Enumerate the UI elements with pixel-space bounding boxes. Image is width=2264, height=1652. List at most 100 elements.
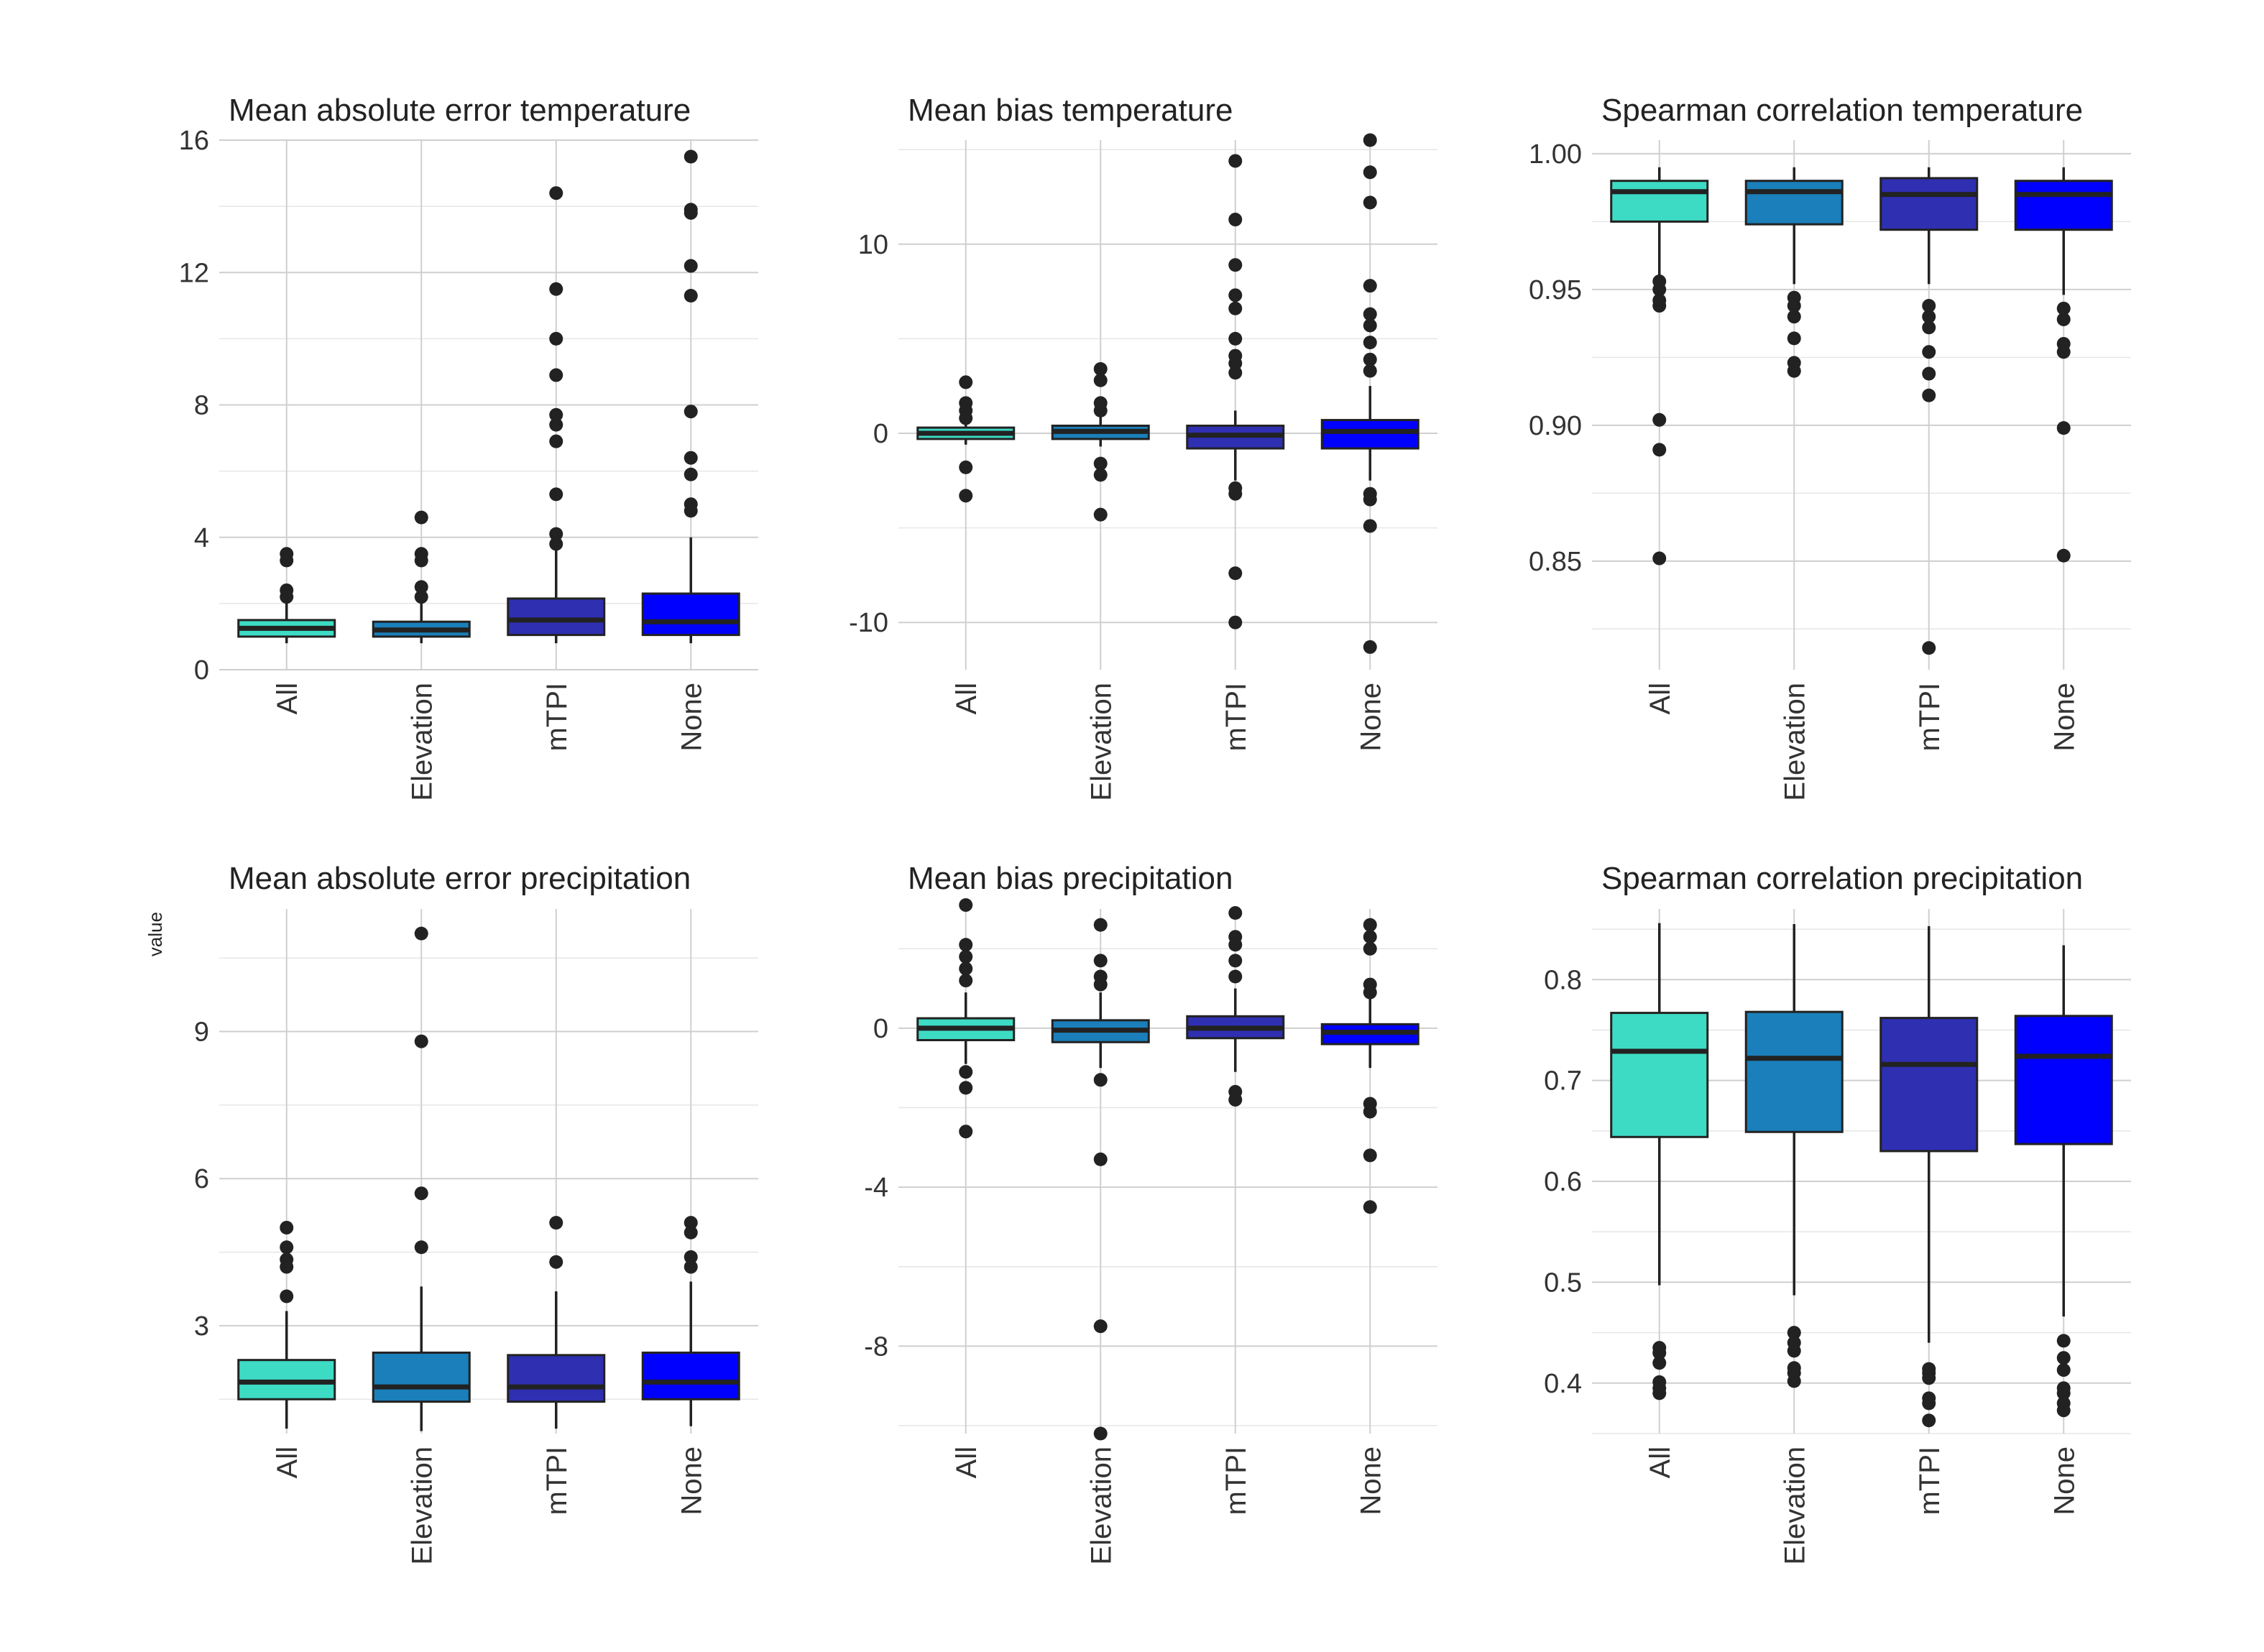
box-none — [1320, 133, 1419, 654]
y-tick-label: 16 — [179, 126, 209, 156]
outlier-point — [1363, 1200, 1377, 1214]
outlier-point — [1093, 1152, 1108, 1166]
outlier-point — [2056, 1363, 2071, 1378]
panel-2: -10 0 10 Mean bias temperature All Elevation m… — [849, 93, 1437, 801]
outlier-point — [2056, 336, 2071, 351]
outlier-point — [1228, 366, 1243, 380]
outlier-point — [1363, 364, 1377, 378]
outlier-point — [1922, 1362, 1936, 1376]
iqr-box — [1320, 419, 1419, 450]
y-tick-label: 4 — [194, 523, 209, 553]
outlier-point — [959, 489, 973, 503]
outlier-point — [1093, 396, 1108, 410]
outlier-point — [414, 547, 428, 561]
outlier-point — [280, 1289, 294, 1303]
box-elevation — [1744, 167, 1844, 378]
x-tick-label: Elevation — [1085, 683, 1117, 801]
outlier-point — [1093, 1426, 1108, 1441]
outlier-point — [1363, 1148, 1377, 1163]
y-tick-label: -4 — [864, 1173, 888, 1203]
x-tick-label: None — [676, 1446, 707, 1515]
x-tick-label: None — [2048, 683, 2080, 752]
panel-5: -8 -4 0 Mean bias precipitation All Elevation… — [864, 861, 1437, 1565]
outlier-point — [1363, 336, 1377, 350]
box-mtpi — [507, 1216, 606, 1429]
outlier-point — [1093, 361, 1108, 376]
outlier-point — [684, 288, 698, 303]
x-tick-label: mTPI — [541, 1446, 573, 1515]
iqr-box — [2014, 1015, 2113, 1145]
box-none — [641, 149, 740, 644]
outlier-point — [1652, 551, 1667, 566]
outlier-point — [1228, 154, 1243, 168]
y-tick-label: 0 — [873, 419, 888, 449]
y-tick-label: 0.90 — [1529, 411, 1582, 441]
box-mtpi — [507, 186, 606, 644]
box-none — [2014, 167, 2113, 563]
x-tick-label: mTPI — [1220, 683, 1252, 752]
x-tick-label: mTPI — [1914, 683, 1946, 752]
y-tick-label: 0.8 — [1544, 965, 1582, 995]
outlier-point — [959, 897, 973, 912]
outlier-point — [1228, 349, 1243, 363]
outlier-point — [1363, 195, 1377, 210]
outlier-point — [1652, 293, 1667, 308]
outlier-point — [684, 259, 698, 273]
box-all — [1610, 167, 1709, 566]
outlier-point — [1787, 290, 1801, 305]
outlier-point — [959, 949, 973, 964]
outlier-point — [1093, 456, 1108, 471]
x-tick-label: None — [676, 683, 707, 752]
outlier-point — [1228, 930, 1243, 944]
panel-6: 0.4 0.5 0.6 0.7 0.8 Spearman correlation prec… — [1544, 861, 2131, 1565]
iqr-box — [1610, 180, 1709, 223]
y-tick-label: 0.85 — [1529, 547, 1582, 577]
outlier-point — [280, 547, 294, 561]
panel-title: Spearman correlation temperature — [1601, 93, 2083, 128]
outlier-point — [1922, 320, 1936, 335]
x-tick-label: mTPI — [1914, 1446, 1946, 1515]
iqr-box — [641, 1351, 740, 1400]
x-tick-label: Elevation — [1779, 1446, 1810, 1565]
y-tick-label: 0.95 — [1529, 275, 1582, 305]
outlier-point — [684, 149, 698, 164]
outlier-point — [1228, 906, 1243, 920]
outlier-point — [2056, 312, 2071, 326]
outlier-point — [959, 1081, 973, 1095]
outlier-point — [2056, 1381, 2071, 1395]
iqr-box — [641, 592, 740, 637]
panel-title: Mean absolute error temperature — [229, 93, 691, 128]
outlier-point — [959, 460, 973, 474]
y-tick-label: 0.4 — [1544, 1369, 1582, 1399]
outlier-point — [549, 537, 563, 551]
y-tick-label: 6 — [194, 1164, 209, 1194]
outlier-point — [1093, 1319, 1108, 1334]
box-none — [2014, 945, 2113, 1418]
outlier-point — [959, 375, 973, 389]
iqr-box — [1744, 1010, 1844, 1133]
outlier-point — [1363, 352, 1377, 366]
outlier-point — [549, 1216, 563, 1230]
outlier-point — [1363, 165, 1377, 180]
outlier-point — [684, 1250, 698, 1264]
box-mtpi — [1186, 154, 1285, 629]
outlier-point — [959, 396, 973, 410]
box-elevation — [372, 926, 471, 1431]
outlier-point — [1363, 977, 1377, 992]
outlier-point — [1363, 1097, 1377, 1111]
box-elevation — [1744, 924, 1844, 1388]
outlier-point — [1093, 918, 1108, 932]
outlier-point — [1228, 213, 1243, 227]
box-all — [237, 547, 336, 644]
iqr-box — [1879, 177, 1979, 231]
iqr-box — [1744, 180, 1844, 226]
x-tick-label: All — [1644, 683, 1676, 714]
x-tick-label: None — [1355, 1446, 1386, 1515]
outlier-point — [1652, 412, 1667, 427]
y-axis-label: value — [144, 912, 166, 956]
outlier-point — [549, 487, 563, 502]
y-tick-label: -8 — [864, 1332, 888, 1362]
outlier-point — [1363, 930, 1377, 944]
outlier-point — [1787, 1361, 1801, 1375]
